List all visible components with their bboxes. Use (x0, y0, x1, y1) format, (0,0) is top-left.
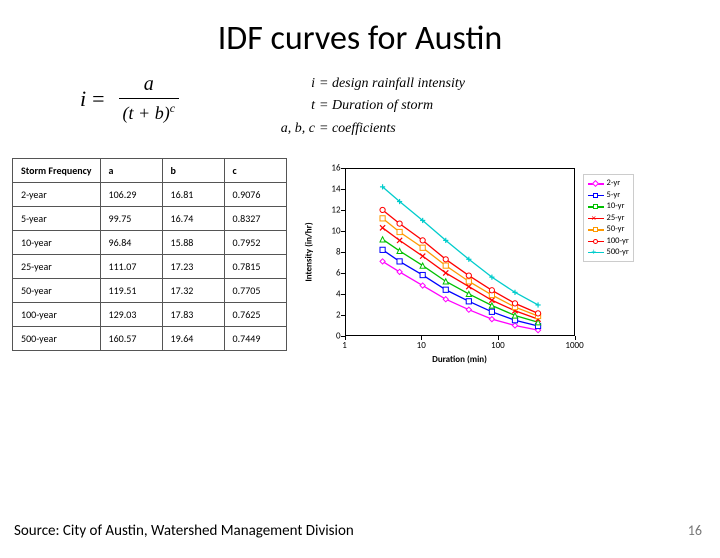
table-row: 500-year160.5719.640.7449 (13, 327, 287, 351)
idf-chart: Intensity (in/hr) Duration (min) 2-yr5-y… (299, 158, 659, 378)
table-row: 100-year129.0317.830.7625 (13, 303, 287, 327)
legend-item: ×25-yr (588, 213, 629, 224)
table-row: 50-year119.5117.320.7705 (13, 279, 287, 303)
legend-item: 50-yr (588, 224, 629, 235)
page-number: 16 (688, 522, 702, 539)
idf-equation: i = a (t + b)c (80, 73, 179, 124)
legend-item: +500-yr (588, 247, 629, 258)
table-header: c (224, 159, 286, 183)
legend-item: 100-yr (588, 236, 629, 247)
plot-area (345, 168, 575, 336)
table-row: 2-year106.2916.810.9076 (13, 183, 287, 207)
eq-denominator-exp: c (170, 101, 175, 115)
y-axis-label: Intensity (in/hr) (303, 223, 314, 282)
eq-lhs: i (80, 86, 86, 112)
table-header: Storm Frequency (13, 159, 101, 183)
table-header: a (100, 159, 162, 183)
table-row: 5-year99.7516.740.8327 (13, 207, 287, 231)
equations-row: i = a (t + b)c i= design rainfall intens… (0, 73, 720, 140)
table-row: 25-year111.0717.230.7815 (13, 255, 287, 279)
source-citation: Source: City of Austin, Watershed Manage… (14, 522, 354, 540)
legend-item: 10-yr (588, 201, 629, 212)
variable-definitions: i= design rainfall intensity t= Duration… (269, 73, 465, 140)
page-title: IDF curves for Austin (0, 18, 720, 59)
eq-denominator-base: (t + b) (123, 103, 170, 123)
table-header: b (162, 159, 224, 183)
x-axis-label: Duration (min) (432, 354, 487, 365)
eq-numerator: a (140, 73, 158, 98)
coefficients-table: Storm Frequencyabc 2-year106.2916.810.90… (12, 158, 287, 351)
chart-legend: 2-yr5-yr10-yr×25-yr50-yr100-yr+500-yr (583, 174, 634, 262)
table-row: 10-year96.8415.880.7952 (13, 231, 287, 255)
legend-item: 2-yr (588, 178, 629, 189)
legend-item: 5-yr (588, 190, 629, 201)
